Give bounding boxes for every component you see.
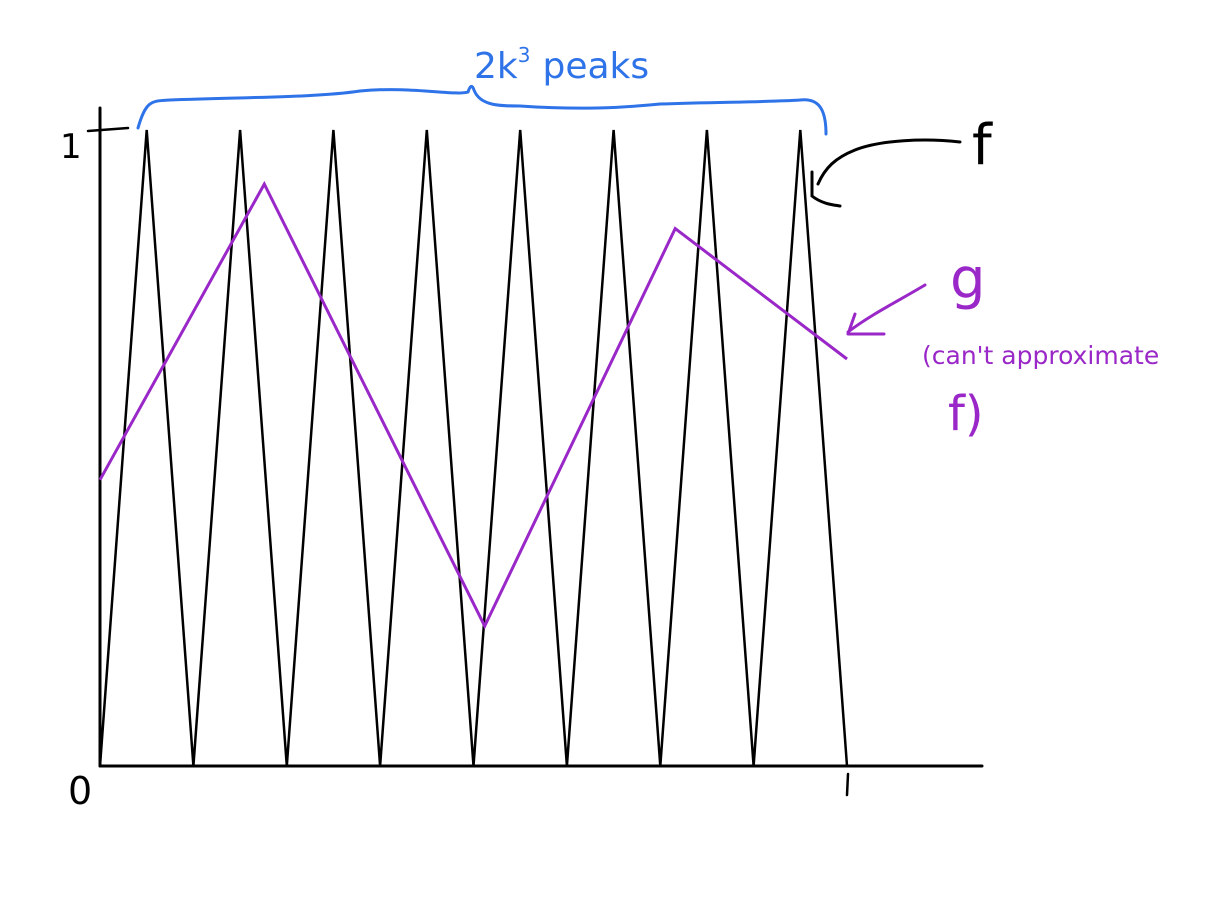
brace-label-exponent: 3	[518, 43, 531, 67]
f-label: f	[972, 113, 993, 178]
y-tick-one-label: 1	[60, 127, 82, 167]
brace-label: 2k3 peaks	[474, 43, 649, 87]
g-arrow	[846, 283, 927, 334]
y-tick-one-mark	[86, 126, 130, 133]
g-arrow-head	[846, 312, 886, 336]
f-series-line	[98, 129, 849, 767]
f-arrow-head	[810, 170, 842, 208]
peaks-brace	[136, 84, 828, 136]
g-label: g	[950, 247, 986, 312]
brace-label-suffix: peaks	[543, 46, 650, 87]
g-series-line	[98, 180, 848, 630]
f-arrow	[816, 138, 962, 186]
brace-label-prefix: 2k	[474, 46, 518, 87]
g-note-line1: (can't approximate	[922, 341, 1159, 370]
x-tick-zero-label: 0	[68, 769, 92, 813]
g-note-line2: f)	[948, 386, 984, 442]
x-tick-one-mark	[845, 772, 850, 797]
